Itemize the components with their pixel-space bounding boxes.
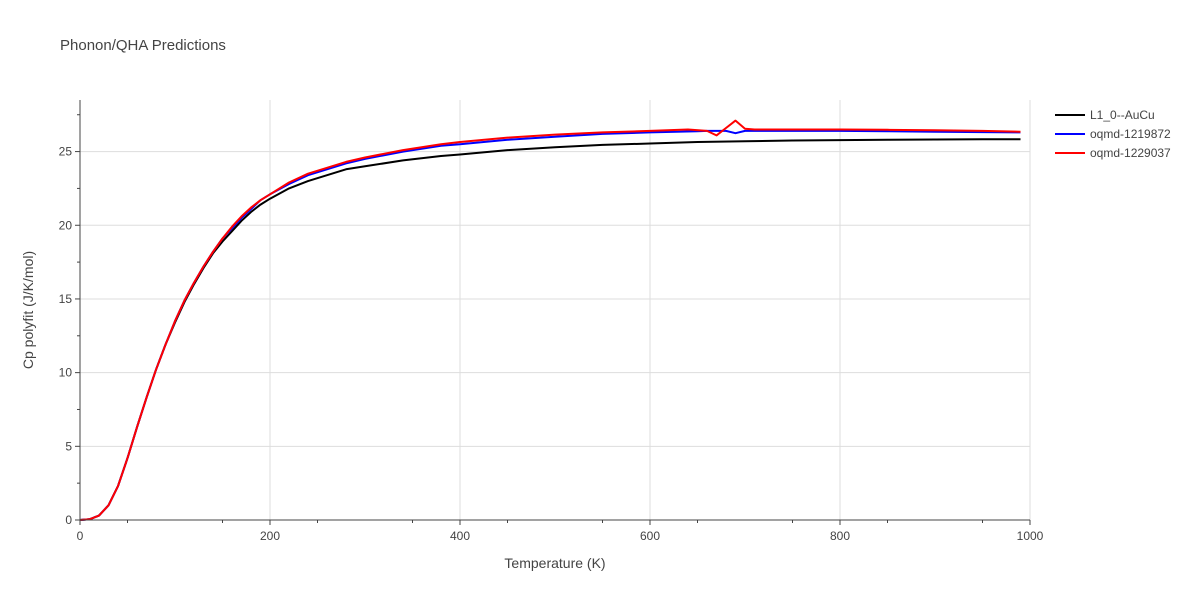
legend[interactable]: L1_0--AuCu oqmd-1219872 oqmd-1229037: [1055, 108, 1171, 160]
x-axis-label: Temperature (K): [504, 555, 605, 571]
x-tick-label: 600: [640, 529, 660, 543]
series-line-oqmd-1219872: [79, 129, 1021, 521]
gridlines: [80, 100, 1031, 520]
y-tick-label: 10: [59, 366, 73, 380]
y-tick-label: 25: [59, 145, 73, 159]
y-tick-label: 0: [65, 513, 72, 527]
y-tick-label: 20: [59, 218, 73, 232]
series-line-l1-0-aucu: [79, 138, 1021, 521]
legend-item[interactable]: oqmd-1219872: [1055, 127, 1171, 141]
legend-label: oqmd-1229037: [1090, 146, 1171, 160]
x-tick-label: 400: [450, 529, 470, 543]
legend-item[interactable]: oqmd-1229037: [1055, 146, 1171, 160]
axes: [75, 100, 1031, 525]
legend-label: L1_0--AuCu: [1090, 108, 1155, 122]
plot-area: [79, 119, 1021, 521]
legend-item[interactable]: L1_0--AuCu: [1055, 108, 1155, 122]
chart-title: Phonon/QHA Predictions: [60, 37, 226, 54]
y-tick-label: 15: [59, 292, 73, 306]
x-tick-label: 800: [830, 529, 850, 543]
series-line-oqmd-1229037: [79, 119, 1021, 521]
legend-label: oqmd-1219872: [1090, 127, 1171, 141]
x-tick-label: 200: [260, 529, 280, 543]
x-tick-label: 0: [77, 529, 84, 543]
y-axis-label: Cp polyfit (J/K/mol): [20, 251, 36, 369]
x-tick-labels: 0 200 400 600 800 1000: [77, 529, 1044, 543]
y-tick-labels: 0 5 10 15 20 25: [59, 145, 73, 527]
y-tick-label: 5: [65, 439, 72, 453]
x-tick-label: 1000: [1017, 529, 1044, 543]
